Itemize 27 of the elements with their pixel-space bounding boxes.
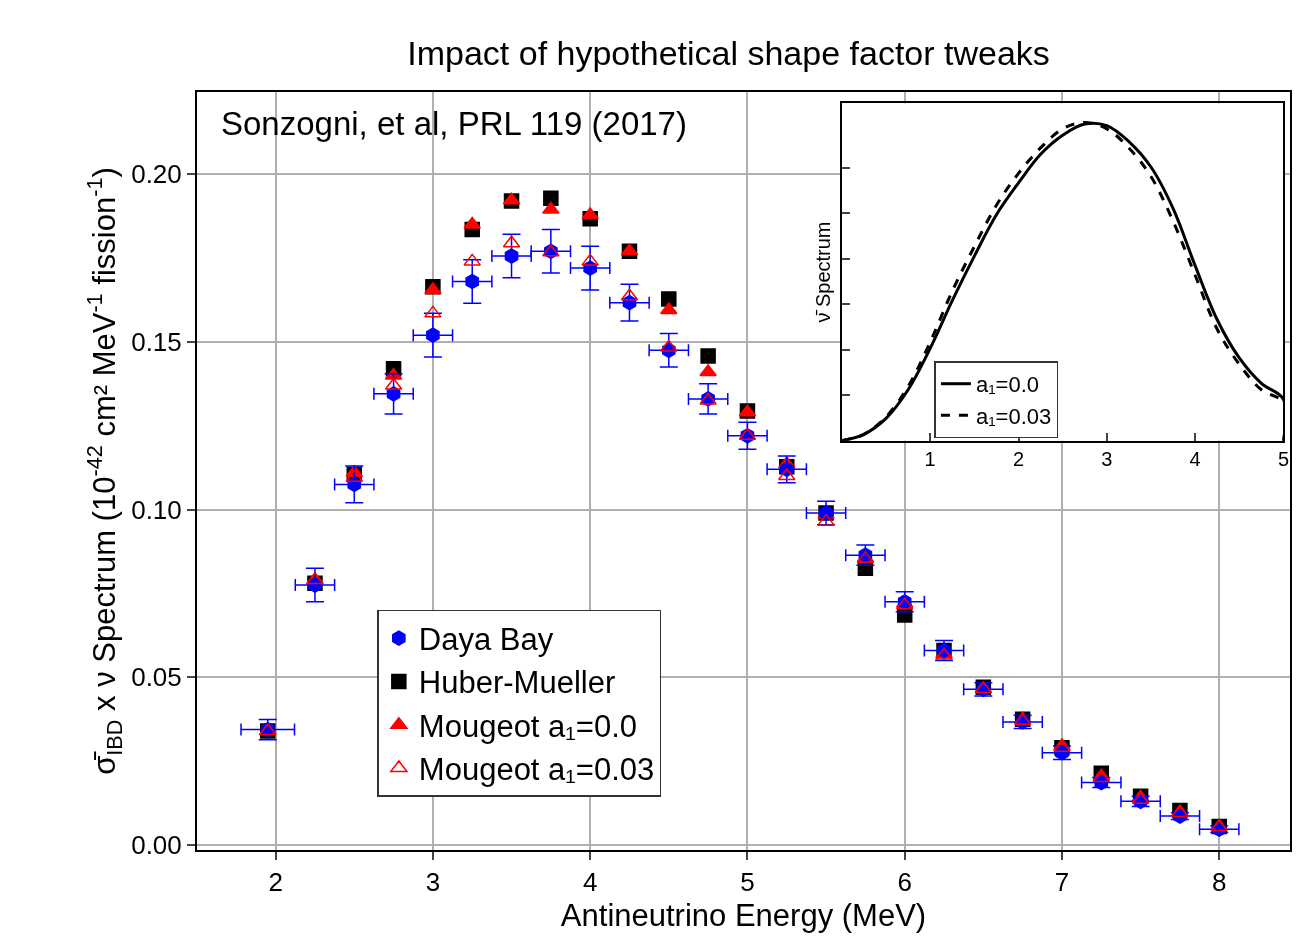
legend-label: a₁=0.0 (975, 372, 1040, 398)
legend-label: a₁=0.03 (975, 403, 1052, 429)
x-tick-label: 4 (582, 867, 598, 898)
x-axis-title: Antineutrino Energy (MeV) (560, 897, 927, 933)
y-tick-label: 0.10 (131, 494, 182, 525)
x-tick-label: 3 (1101, 448, 1113, 471)
y-tick-label: 0.20 (131, 159, 182, 190)
x-tick-label: 4 (1189, 448, 1201, 471)
x-tick-label: 1 (924, 448, 936, 471)
legend-label: Daya Bay (418, 622, 554, 658)
x-tick-label: 3 (425, 867, 441, 898)
chart-title: Impact of hypothetical shape factor tweaks (407, 33, 1050, 72)
y-axis-title: ν̄ Spectrum (812, 221, 835, 323)
x-tick-label: 5 (1277, 448, 1289, 471)
y-tick-label: 0.00 (131, 830, 182, 861)
x-tick-label: 8 (1212, 867, 1227, 898)
legend-label: Mougeot a₁=0.0 (418, 708, 637, 744)
x-tick-label: 6 (897, 867, 912, 898)
y-tick-label: 0.15 (131, 326, 182, 357)
x-tick-label: 5 (740, 867, 755, 898)
x-tick-label: 2 (1012, 448, 1025, 471)
legend-label: Mougeot a₁=0.03 (418, 752, 655, 788)
annotation: Sonzogni, et al, PRL 119 (2017) (221, 105, 687, 142)
x-tick-label: 2 (268, 867, 283, 898)
y-tick-label: 0.05 (131, 662, 182, 693)
legend-label: Huber-Mueller (418, 665, 616, 701)
x-tick-label: 7 (1054, 867, 1070, 898)
